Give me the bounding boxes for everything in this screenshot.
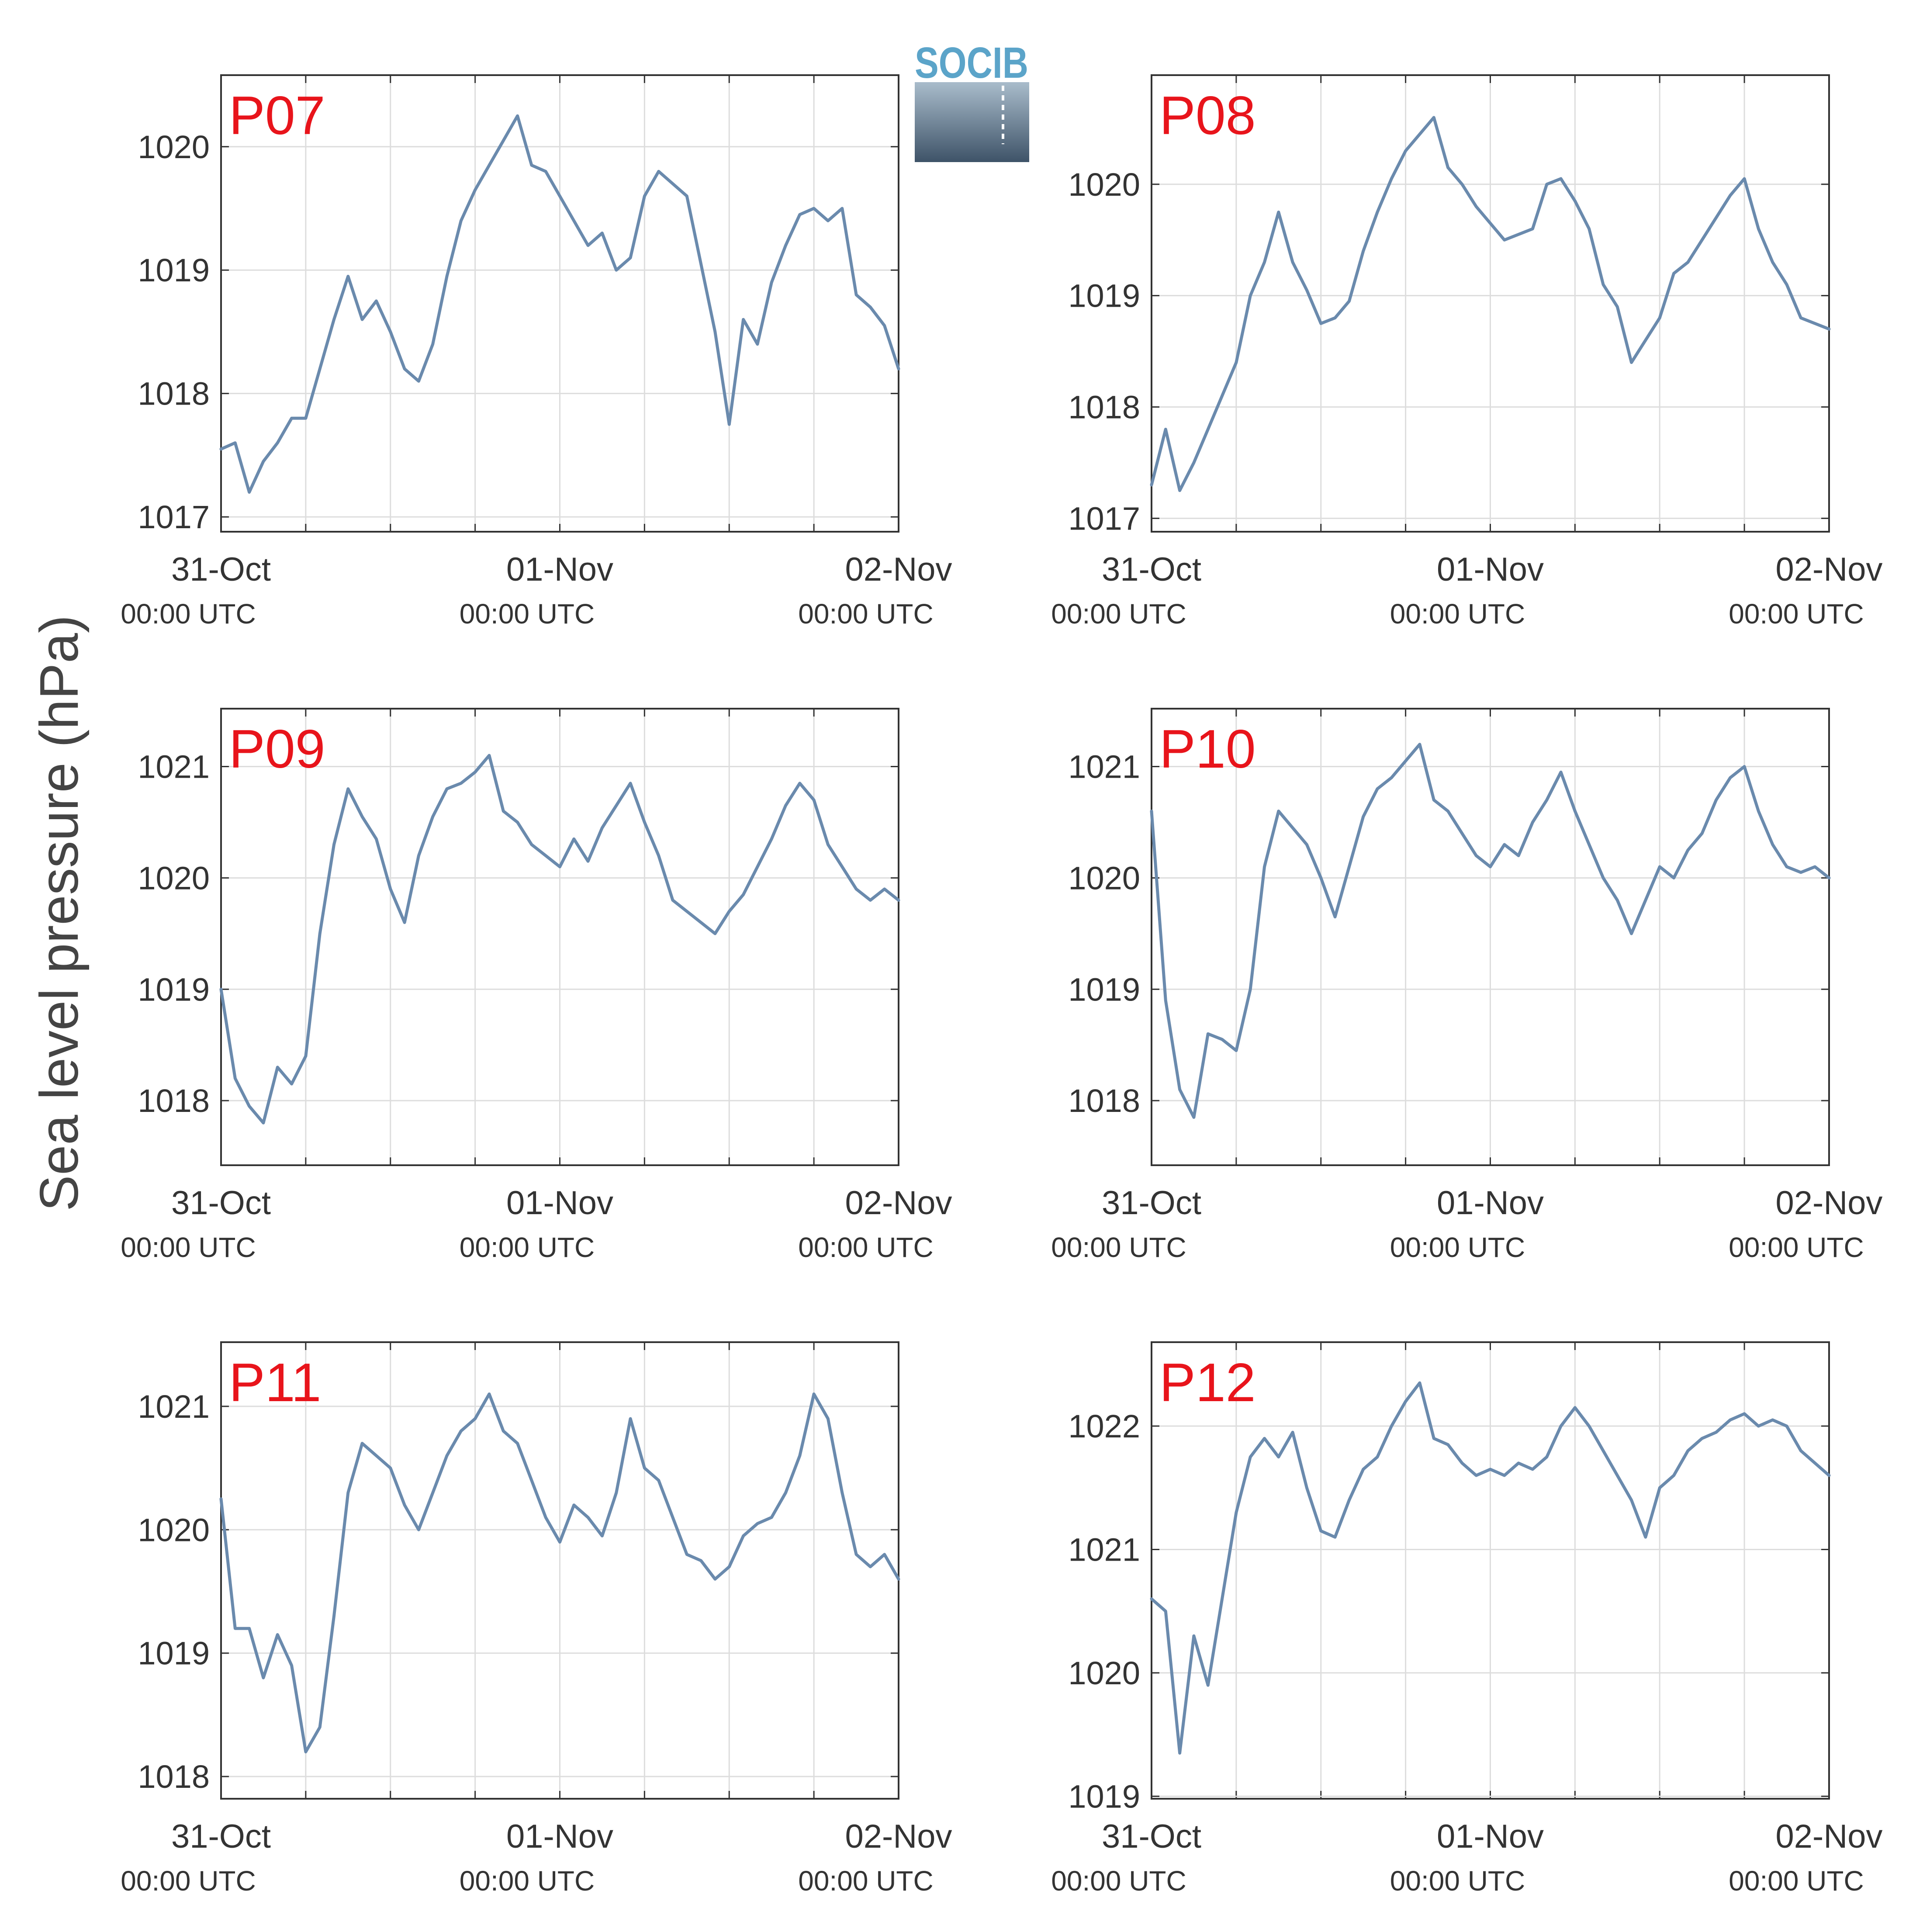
- x-tick-label-time: 00:00 UTC: [1051, 1232, 1186, 1263]
- x-tick-label-date: 31-Oct: [171, 1184, 271, 1222]
- y-tick-label: 1020: [138, 129, 210, 165]
- x-tick-label-time: 00:00 UTC: [1390, 598, 1525, 630]
- x-tick-label-time: 00:00 UTC: [460, 1232, 595, 1263]
- x-tick-label-date: 01-Nov: [1437, 551, 1544, 588]
- axes-frame: [220, 708, 899, 1166]
- pressure-series-line: [219, 754, 900, 1125]
- x-tick-label-date: 02-Nov: [845, 551, 952, 588]
- x-tick-label-date: 31-Oct: [171, 1818, 271, 1855]
- y-tick-label: 1019: [1068, 971, 1140, 1008]
- x-tick-label-time: 00:00 UTC: [798, 598, 933, 630]
- pressure-series-line: [219, 1392, 900, 1754]
- x-tick-label-time: 00:00 UTC: [121, 598, 256, 630]
- socib-logo-text: SOCIB: [915, 38, 1028, 87]
- x-tick-label-date: 02-Nov: [1776, 1818, 1883, 1855]
- x-tick-label-date: 01-Nov: [506, 551, 613, 588]
- y-tick-label: 1018: [138, 1759, 210, 1795]
- panels: 1017 1018 1019 1020 31-Oct 00:00 UTC 01-Nov 00:…: [121, 74, 1883, 1897]
- x-tick-label-date: 31-Oct: [1102, 1818, 1201, 1855]
- x-tick-label-date: 01-Nov: [506, 1818, 613, 1855]
- panel-p09: 1018 1019 1020 1021 31-Oct 00:00 UTC 01-Nov 00:…: [121, 708, 952, 1263]
- y-tick-label: 1018: [1068, 1083, 1140, 1119]
- panel-label: P09: [229, 719, 325, 779]
- axes-frame: [1151, 1341, 1830, 1800]
- y-tick-label: 1020: [1068, 166, 1140, 203]
- y-tick-label: 1018: [1068, 389, 1140, 426]
- x-tick-label-date: 02-Nov: [1776, 1184, 1883, 1222]
- x-tick-label-date: 31-Oct: [1102, 1184, 1201, 1222]
- y-tick-label: 1021: [1068, 749, 1140, 785]
- panel-p07: 1017 1018 1019 1020 31-Oct 00:00 UTC 01-Nov 00:…: [121, 74, 952, 630]
- x-tick-label-date: 31-Oct: [171, 551, 271, 588]
- x-tick-label-time: 00:00 UTC: [460, 1865, 595, 1897]
- panel-label: P10: [1159, 719, 1256, 779]
- x-tick-label-time: 00:00 UTC: [460, 598, 595, 630]
- y-tick-label: 1021: [138, 1388, 210, 1425]
- panel-p11: 1018 1019 1020 1021 31-Oct 00:00 UTC 01-Nov 00:…: [121, 1341, 952, 1897]
- x-tick-label-date: 02-Nov: [845, 1818, 952, 1855]
- x-tick-label-time: 00:00 UTC: [798, 1232, 933, 1263]
- y-tick-label: 1020: [1068, 1655, 1140, 1691]
- pressure-series-line: [1150, 1381, 1831, 1755]
- x-tick-label-date: 01-Nov: [506, 1184, 613, 1222]
- y-tick-label: 1018: [138, 376, 210, 412]
- x-tick-label-date: 02-Nov: [1776, 551, 1883, 588]
- y-axis-label: Sea level pressure (hPa): [29, 615, 90, 1212]
- panel-p08: 1017 1018 1019 1020 31-Oct 00:00 UTC 01-Nov 00:…: [1051, 74, 1883, 630]
- axes-frame: [220, 74, 899, 533]
- y-tick-label: 1021: [138, 749, 210, 785]
- x-tick-label-date: 01-Nov: [1437, 1184, 1544, 1222]
- y-tick-label: 1017: [1068, 500, 1140, 537]
- x-tick-label-time: 00:00 UTC: [1390, 1865, 1525, 1897]
- y-tick-label: 1017: [138, 499, 210, 535]
- panel-label: P08: [1159, 86, 1256, 146]
- socib-logo-gradient: [915, 82, 1029, 162]
- panel-label: P07: [229, 86, 325, 146]
- y-tick-label: 1020: [138, 860, 210, 896]
- y-tick-label: 1019: [138, 252, 210, 288]
- pressure-series-line: [1150, 116, 1831, 492]
- axes-frame: [1151, 708, 1830, 1166]
- x-tick-label-date: 02-Nov: [845, 1184, 952, 1222]
- panel-p10: 1018 1019 1020 1021 31-Oct 00:00 UTC 01-Nov 00:…: [1051, 708, 1883, 1263]
- y-tick-label: 1022: [1068, 1408, 1140, 1444]
- x-tick-label-time: 00:00 UTC: [1729, 1232, 1864, 1263]
- x-tick-label-time: 00:00 UTC: [1390, 1232, 1525, 1263]
- y-tick-label: 1018: [138, 1083, 210, 1119]
- x-tick-label-date: 31-Oct: [1102, 551, 1201, 588]
- panel-label: P12: [1159, 1353, 1256, 1413]
- y-tick-label: 1021: [1068, 1531, 1140, 1568]
- y-tick-label: 1019: [138, 1635, 210, 1672]
- y-tick-label: 1019: [1068, 1778, 1140, 1814]
- x-tick-label-date: 01-Nov: [1437, 1818, 1544, 1855]
- y-tick-label: 1019: [1068, 278, 1140, 314]
- y-tick-label: 1020: [138, 1512, 210, 1548]
- panel-p12: 1019 1020 1021 1022 31-Oct 00:00 UTC 01-Nov 00:…: [1051, 1341, 1883, 1897]
- axes-frame: [220, 1341, 899, 1800]
- pressure-series-line: [1150, 743, 1831, 1119]
- x-tick-label-time: 00:00 UTC: [121, 1232, 256, 1263]
- x-tick-label-time: 00:00 UTC: [1051, 1865, 1186, 1897]
- x-tick-label-time: 00:00 UTC: [1051, 598, 1186, 630]
- panel-label: P11: [229, 1353, 321, 1413]
- x-tick-label-time: 00:00 UTC: [121, 1865, 256, 1897]
- socib-logo: SOCIB: [915, 38, 1029, 162]
- axes-frame: [1151, 74, 1830, 533]
- y-tick-label: 1020: [1068, 860, 1140, 896]
- x-tick-label-time: 00:00 UTC: [1729, 1865, 1864, 1897]
- pressure-series-line: [219, 114, 900, 494]
- y-tick-label: 1019: [138, 971, 210, 1008]
- x-tick-label-time: 00:00 UTC: [798, 1865, 933, 1897]
- x-tick-label-time: 00:00 UTC: [1729, 598, 1864, 630]
